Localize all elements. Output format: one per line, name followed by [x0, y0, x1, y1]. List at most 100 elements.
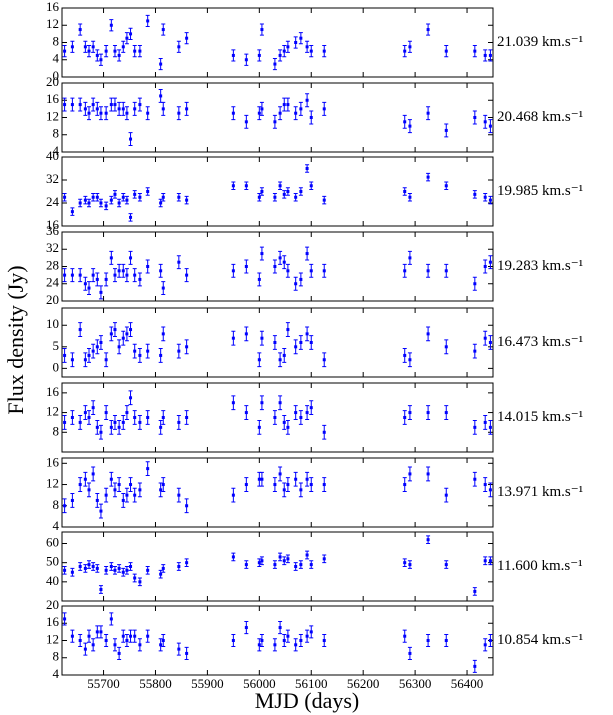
data-point	[161, 416, 165, 419]
data-point	[403, 49, 407, 53]
y-tick-label: 8	[53, 126, 60, 141]
data-point	[260, 107, 264, 111]
data-point	[113, 420, 117, 424]
data-point	[91, 406, 95, 410]
data-point	[260, 336, 264, 340]
data-point	[260, 28, 264, 32]
data-point	[78, 328, 82, 332]
data-point	[159, 62, 163, 66]
data-point	[113, 643, 117, 647]
data-point	[161, 332, 165, 336]
data-point	[185, 345, 189, 349]
y-tick-label: 16	[46, 384, 60, 399]
data-point	[99, 430, 103, 434]
data-point	[305, 477, 309, 481]
data-point	[161, 286, 165, 290]
data-point	[294, 41, 298, 44]
x-tick-label: 55700	[87, 676, 120, 691]
data-point	[95, 277, 99, 281]
data-point	[125, 198, 129, 202]
data-point	[322, 557, 326, 561]
data-point	[273, 195, 277, 199]
data-point	[125, 411, 129, 415]
y-tick-label: 16	[46, 217, 60, 232]
data-point	[278, 358, 282, 362]
data-point	[278, 555, 282, 559]
data-point	[138, 580, 142, 584]
y-tick-label: 8	[53, 497, 60, 512]
y-tick-label: 60	[46, 534, 59, 549]
data-point	[121, 107, 125, 111]
data-point	[309, 630, 313, 634]
data-point	[473, 282, 477, 286]
data-point	[408, 472, 412, 476]
data-point	[104, 493, 108, 497]
data-point	[83, 411, 87, 415]
data-point	[273, 643, 277, 647]
data-point	[138, 103, 142, 107]
data-point	[444, 269, 448, 273]
data-point	[305, 634, 309, 638]
data-point	[87, 111, 91, 115]
data-point	[299, 277, 303, 281]
data-point	[83, 358, 87, 362]
data-point	[109, 565, 113, 568]
data-point	[408, 358, 412, 362]
data-point	[244, 265, 248, 268]
panel-frame	[61, 457, 494, 528]
y-tick-label: 20	[46, 74, 59, 89]
data-point	[113, 568, 117, 572]
data-point	[403, 483, 407, 487]
data-point	[70, 634, 74, 638]
data-point	[286, 483, 290, 487]
data-point	[403, 269, 407, 273]
data-point	[444, 49, 448, 53]
data-point	[305, 167, 309, 170]
data-point	[473, 192, 477, 196]
data-point	[121, 195, 125, 199]
data-point	[257, 477, 261, 481]
data-point	[322, 198, 326, 202]
data-point	[488, 260, 492, 264]
data-point	[273, 265, 277, 268]
data-point	[322, 358, 326, 362]
data-point	[117, 483, 121, 487]
data-point	[231, 184, 235, 188]
data-point	[129, 483, 133, 487]
data-point	[87, 563, 91, 567]
y-tick-label: 24	[46, 275, 60, 290]
data-point	[161, 107, 165, 111]
data-point	[91, 195, 95, 199]
data-point	[78, 103, 82, 107]
data-point	[117, 651, 121, 655]
data-point	[121, 498, 125, 502]
data-point	[104, 204, 108, 208]
data-point	[278, 401, 282, 405]
data-point	[444, 128, 448, 132]
data-point	[231, 269, 235, 273]
data-point	[244, 626, 248, 630]
data-point	[473, 425, 477, 429]
data-point	[83, 282, 87, 286]
data-point	[125, 273, 129, 277]
data-point	[121, 634, 125, 638]
data-point	[273, 483, 277, 487]
y-tick-label: 4	[53, 666, 60, 681]
data-point	[138, 488, 142, 492]
data-point	[444, 411, 448, 415]
data-point	[177, 195, 181, 199]
data-point	[273, 416, 277, 419]
data-point	[231, 401, 235, 405]
x-tick-label: 55800	[139, 676, 172, 691]
data-point	[309, 116, 313, 119]
data-point	[125, 493, 129, 497]
data-point	[305, 553, 309, 557]
data-point	[138, 420, 142, 424]
x-tick-label: 56300	[399, 676, 432, 691]
data-point	[257, 53, 261, 57]
data-point	[99, 111, 103, 115]
y-tick-label: 8	[53, 33, 60, 48]
y-tick-label: 16	[46, 614, 60, 629]
data-point	[99, 290, 103, 294]
data-point	[109, 256, 113, 260]
